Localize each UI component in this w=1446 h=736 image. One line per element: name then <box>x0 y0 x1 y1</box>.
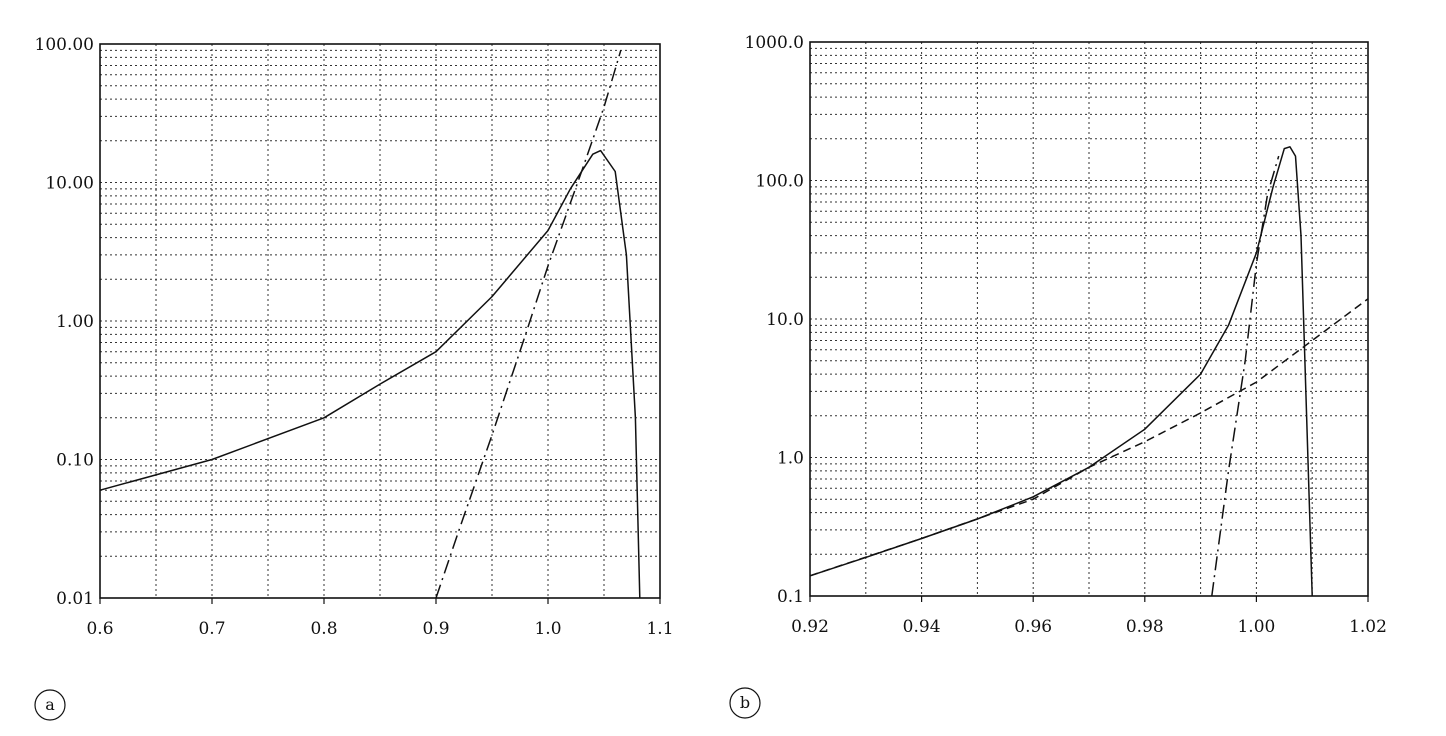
x-tick-label: 1.0 <box>534 619 561 639</box>
x-tick-label: 0.94 <box>903 617 941 637</box>
panel-tag-a-label: a <box>45 695 55 714</box>
y-tick-label: 1.00 <box>56 312 94 332</box>
plot-frame <box>99 43 661 599</box>
y-tick-label: 10.0 <box>766 310 804 330</box>
x-tick-label: 1.02 <box>1349 617 1387 637</box>
y-tick-label: 100.0 <box>755 172 804 192</box>
x-tick-label: 1.1 <box>646 619 673 639</box>
panel-tag-b-label: b <box>740 693 750 712</box>
plot-frame <box>809 41 1369 597</box>
y-tick-label: 1.0 <box>777 449 804 469</box>
series-line-dash-dot <box>1211 155 1280 597</box>
chart-panel-b: 0.92 0.94 0.96 0.98 1.00 1.02 0.1 1.0 10.0 100.0 1… <box>745 33 1387 637</box>
panel-tag-a: a <box>34 689 66 721</box>
y-tick-label: 0.10 <box>56 451 94 471</box>
x-tick-label: 0.8 <box>310 619 337 639</box>
series-line-dash-dot <box>435 50 622 599</box>
y-tick-label: 0.1 <box>777 587 804 607</box>
x-tick-label: 0.6 <box>86 619 113 639</box>
chart-panel-a: 0.6 0.7 0.8 0.9 1.0 1.1 0.01 0.10 1.00 10.00 100.0… <box>35 35 674 639</box>
x-tick-label: 0.92 <box>791 617 829 637</box>
x-tick-label: 0.96 <box>1014 617 1052 637</box>
x-tick-label: 1.00 <box>1237 617 1275 637</box>
y-tick-label: 10.00 <box>45 174 94 194</box>
x-tick-label: 0.7 <box>198 619 225 639</box>
series-line-solid <box>809 146 1313 597</box>
x-tick-label: 0.9 <box>422 619 449 639</box>
panel-tag-b: b <box>729 687 761 719</box>
series-line-dashed <box>809 298 1369 577</box>
series-line-solid <box>99 149 641 599</box>
y-tick-label: 100.00 <box>35 35 94 55</box>
y-tick-label: 0.01 <box>56 589 94 609</box>
x-tick-label: 0.98 <box>1126 617 1164 637</box>
y-tick-label: 1000.0 <box>745 33 804 53</box>
